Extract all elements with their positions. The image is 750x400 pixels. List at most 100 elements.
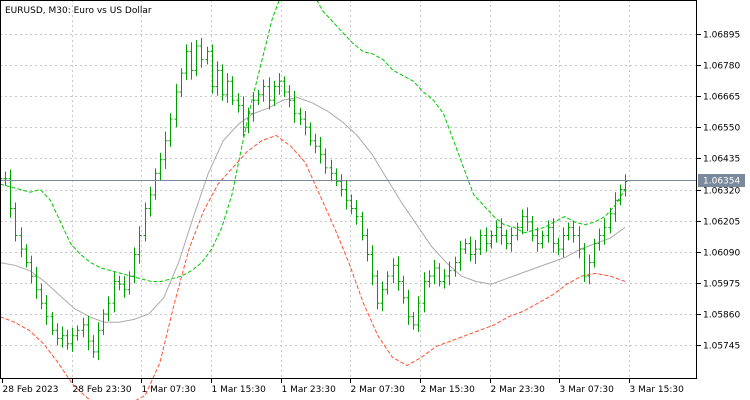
price-bar — [86, 315, 91, 351]
price-bar — [272, 80, 277, 107]
price-bar — [365, 228, 370, 262]
price-bar — [401, 275, 406, 304]
price-bar — [360, 211, 365, 241]
price-bar — [282, 76, 287, 97]
x-tick-label: 28 Feb 23:30 — [73, 385, 132, 395]
price-bar — [504, 229, 509, 250]
price-bar — [458, 240, 463, 271]
price-bar — [473, 239, 478, 264]
y-tick-label: 1.06665 — [703, 93, 740, 103]
x-tick-label: 2 Mar 23:30 — [491, 385, 546, 395]
price-bar — [303, 111, 308, 136]
price-bar — [380, 281, 385, 312]
price-bar — [153, 168, 158, 200]
price-bar — [292, 91, 297, 123]
price-bar — [442, 269, 447, 289]
price-bar — [323, 148, 328, 174]
price-bar — [298, 107, 303, 126]
price-bar — [566, 222, 571, 241]
y-tick-label: 1.06435 — [703, 155, 740, 165]
price-bar — [199, 37, 204, 68]
price-bar — [132, 247, 137, 284]
price-bar — [189, 42, 194, 80]
x-tick-label: 1 Mar 23:30 — [282, 385, 337, 395]
price-bar — [385, 271, 390, 295]
middle-band-line — [0, 96, 626, 323]
y-tick-label: 1.05860 — [703, 311, 740, 321]
price-bar — [112, 272, 117, 313]
chart-title: EURUSD, M30: Euro vs US Dollar — [5, 6, 152, 16]
price-bar — [44, 295, 49, 325]
price-bar — [344, 180, 349, 210]
price-bar — [256, 89, 261, 105]
price-bar — [597, 228, 602, 251]
current-price-badge — [698, 174, 745, 187]
price-bar — [339, 174, 344, 197]
price-bar — [602, 218, 607, 245]
price-bar — [277, 73, 282, 95]
price-bar — [39, 283, 44, 310]
price-bar — [432, 259, 437, 285]
price-bar — [478, 229, 483, 255]
price-bar — [29, 255, 34, 284]
y-tick-label: 1.05975 — [703, 280, 740, 290]
price-bar — [251, 92, 256, 122]
price-bar — [19, 227, 24, 258]
upper-band-line — [0, 0, 626, 282]
price-bar — [453, 256, 458, 277]
price-bar — [427, 270, 432, 288]
price-bar — [437, 263, 442, 287]
price-bar — [34, 266, 39, 299]
current-price-label: 1.06354 — [703, 177, 740, 187]
price-bar — [24, 244, 29, 268]
price-bar — [623, 174, 628, 197]
price-bar — [158, 152, 163, 181]
x-tick-label: 3 Mar 15:30 — [630, 385, 685, 395]
price-bar — [313, 133, 318, 154]
price-bar — [551, 218, 556, 253]
price-bar — [267, 77, 272, 110]
price-bar — [184, 44, 189, 81]
price-bar — [8, 169, 13, 218]
grid-lines — [0, 0, 697, 379]
price-bar — [163, 131, 168, 169]
price-bar — [3, 171, 8, 186]
price-bar — [499, 218, 504, 245]
price-bar — [618, 184, 623, 206]
price-bar — [535, 227, 540, 252]
price-bar — [608, 207, 613, 234]
price-bar — [613, 192, 618, 222]
indicator-lines — [0, 0, 626, 400]
price-bar — [556, 237, 561, 255]
price-bar — [122, 276, 127, 298]
price-bar — [225, 73, 230, 103]
x-tick-label: 2 Mar 15:30 — [421, 385, 476, 395]
price-bar — [546, 220, 551, 243]
price-bar — [391, 258, 396, 284]
price-bar — [215, 61, 220, 96]
price-bar — [318, 137, 323, 164]
price-bar — [484, 227, 489, 252]
price-bar — [194, 40, 199, 77]
price-bar — [55, 323, 60, 346]
y-tick-label: 1.05745 — [703, 342, 740, 352]
price-bar — [143, 202, 148, 242]
price-bar — [329, 159, 334, 182]
price-bar — [468, 236, 473, 262]
x-tick-label: 28 Feb 2023 — [3, 385, 59, 395]
price-bar — [411, 311, 416, 330]
price-bar — [406, 289, 411, 325]
price-bar — [65, 329, 70, 350]
price-bar — [261, 79, 266, 102]
price-bar — [540, 230, 545, 249]
y-tick-label: 1.06550 — [703, 124, 740, 134]
y-tick-label: 1.06320 — [703, 187, 740, 197]
price-bar — [230, 76, 235, 105]
price-bar — [101, 309, 106, 336]
price-bar — [13, 202, 18, 242]
time-axis: 28 Feb 2023 28 Feb 23:30 1 Mar 07:30 1 Mar … — [2, 379, 685, 395]
lower-band-line — [0, 134, 626, 400]
price-bar — [127, 271, 132, 295]
price-bar — [530, 216, 535, 242]
